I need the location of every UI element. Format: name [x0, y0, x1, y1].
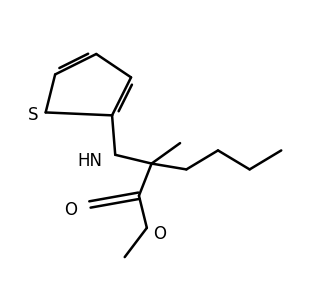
Text: HN: HN	[78, 152, 102, 170]
Text: S: S	[28, 106, 38, 124]
Text: O: O	[153, 225, 166, 243]
Text: O: O	[64, 201, 78, 219]
